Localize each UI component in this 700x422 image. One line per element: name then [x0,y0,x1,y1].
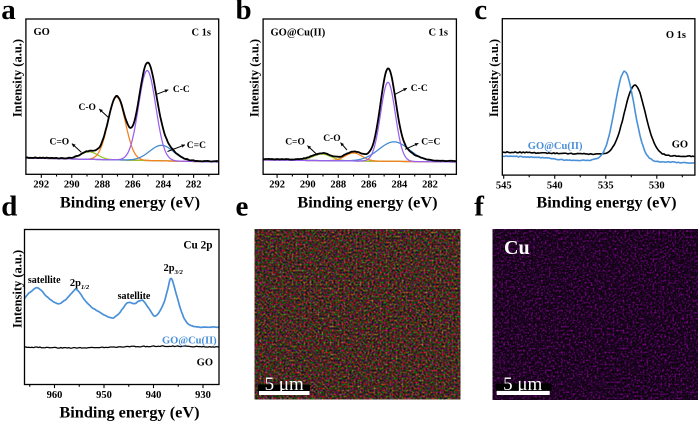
svg-text:Intensity (a.u.): Intensity (a.u.) [11,250,25,328]
svg-text:Cu: Cu [504,237,530,259]
svg-text:C 1s: C 1s [191,27,211,38]
svg-text:C=O: C=O [285,138,305,148]
svg-text:288: 288 [330,180,346,191]
svg-text:290: 290 [64,180,80,191]
svg-text:f: f [474,190,484,222]
svg-text:C=C: C=C [187,141,206,151]
svg-text:292: 292 [269,180,285,191]
svg-text:540: 540 [547,180,563,191]
svg-text:Intensity (a.u.): Intensity (a.u.) [11,39,25,117]
svg-text:GO@Cu(II): GO@Cu(II) [528,141,583,152]
svg-text:288: 288 [94,180,110,191]
svg-text:C=C: C=C [421,138,440,148]
svg-text:282: 282 [422,180,438,191]
svg-text:GO: GO [672,139,688,150]
svg-text:530: 530 [649,180,665,191]
svg-text:940: 940 [146,390,162,401]
svg-text:5 μm: 5 μm [503,374,542,395]
svg-text:a: a [1,0,16,26]
svg-text:C-O: C-O [323,134,340,144]
svg-text:e: e [236,190,249,222]
svg-text:282: 282 [186,180,202,191]
svg-text:290: 290 [300,180,316,191]
svg-text:O 1s: O 1s [666,30,686,41]
svg-text:b: b [236,0,252,26]
svg-text:C-C: C-C [411,84,428,94]
svg-text:950: 950 [96,390,112,401]
svg-text:Intensity (a.u.): Intensity (a.u.) [487,39,501,117]
svg-text:292: 292 [33,180,49,191]
svg-text:Binding energy (eV): Binding energy (eV) [59,403,199,422]
svg-text:5 μm: 5 μm [265,374,304,395]
svg-text:C-C: C-C [173,85,190,95]
svg-text:Binding energy (eV): Binding energy (eV) [297,193,437,212]
svg-text:930: 930 [195,390,211,401]
svg-text:Binding energy (eV): Binding energy (eV) [60,193,200,212]
svg-text:satellite: satellite [118,291,151,302]
svg-text:545: 545 [496,180,512,191]
svg-text:GO@Cu(II): GO@Cu(II) [162,336,217,347]
svg-text:C=O: C=O [50,138,70,148]
svg-text:284: 284 [155,180,172,191]
svg-text:d: d [1,190,17,222]
svg-text:GO@Cu(II): GO@Cu(II) [271,27,326,38]
svg-text:284: 284 [392,180,409,191]
svg-text:Binding energy (eV): Binding energy (eV) [536,193,676,212]
svg-text:960: 960 [47,390,63,401]
svg-text:535: 535 [598,180,614,191]
svg-text:GO: GO [197,358,213,369]
svg-text:GO: GO [34,27,50,38]
svg-text:286: 286 [361,180,377,191]
svg-text:286: 286 [125,180,141,191]
svg-text:Intensity (a.u.): Intensity (a.u.) [248,39,262,117]
svg-text:C-O: C-O [79,103,96,113]
svg-text:satellite: satellite [28,275,61,286]
svg-text:Cu 2p: Cu 2p [183,240,212,252]
svg-text:c: c [474,0,487,26]
svg-text:C 1s: C 1s [428,27,448,38]
